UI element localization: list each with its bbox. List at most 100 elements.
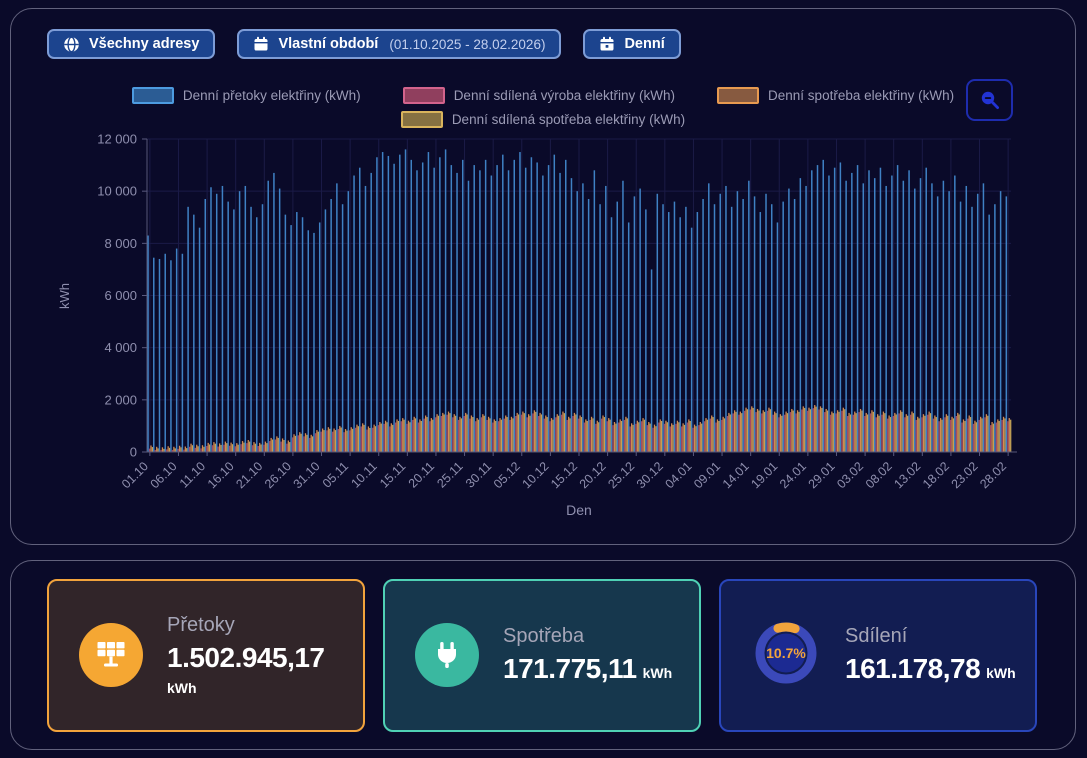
legend-item[interactable]: Denní sdílená výroba elektřiny (kWh)	[402, 87, 675, 104]
bar	[259, 442, 261, 452]
bar	[254, 443, 257, 452]
bar	[851, 172, 853, 452]
bar	[595, 423, 597, 452]
bar	[736, 191, 739, 453]
bar	[650, 269, 653, 452]
bar	[915, 419, 917, 452]
bar	[632, 424, 634, 452]
bar	[409, 422, 411, 452]
bar	[566, 419, 568, 452]
x-tick-label: 24.01	[777, 459, 809, 491]
bar	[329, 428, 331, 452]
bar	[725, 185, 727, 452]
bar	[639, 188, 641, 452]
bar	[278, 188, 281, 452]
bar	[887, 418, 889, 452]
bar	[711, 415, 713, 452]
bar	[663, 423, 666, 452]
bar	[174, 448, 176, 452]
bar	[487, 416, 490, 452]
bar	[519, 152, 521, 452]
bar	[309, 437, 311, 452]
bar	[829, 414, 832, 452]
zoom-out-button[interactable]	[966, 79, 1013, 121]
legend-item[interactable]: Denní sdílená spotřeba elektřiny (kWh)	[400, 111, 685, 128]
bar	[623, 419, 626, 452]
bar	[608, 418, 610, 452]
bar	[220, 444, 222, 452]
bar	[610, 217, 613, 452]
legend-item[interactable]: Denní přetoky elektřiny (kWh)	[131, 87, 361, 104]
bar	[814, 405, 816, 452]
y-tick-label: 8 000	[104, 236, 137, 251]
addresses-button-label: Všechny adresy	[89, 36, 200, 52]
bar	[733, 410, 736, 452]
bar	[229, 445, 231, 452]
bar	[158, 258, 161, 452]
bar	[294, 435, 297, 452]
bar	[936, 196, 939, 452]
bar	[698, 425, 700, 452]
bar	[755, 412, 757, 452]
bar	[573, 412, 576, 453]
bar	[638, 422, 640, 452]
bar	[449, 413, 451, 452]
bar	[459, 416, 461, 452]
bar	[765, 193, 767, 452]
bar	[705, 418, 707, 452]
bar	[661, 420, 663, 452]
bar	[626, 418, 628, 452]
bar	[505, 415, 507, 452]
bar	[393, 163, 395, 452]
bar	[899, 410, 902, 452]
bar	[739, 411, 741, 452]
bar	[751, 406, 753, 452]
granularity-button[interactable]: Denní	[583, 29, 681, 59]
bar	[701, 423, 703, 452]
bar	[307, 230, 310, 452]
bar	[702, 198, 704, 452]
bar	[802, 406, 804, 452]
bar	[835, 413, 837, 452]
bar	[515, 416, 517, 452]
legend-item[interactable]: Denní spotřeba elektřiny (kWh)	[717, 87, 954, 104]
bar	[583, 422, 586, 452]
bar	[598, 422, 600, 452]
bar	[500, 419, 503, 452]
bar	[572, 416, 574, 452]
bar	[233, 209, 235, 452]
addresses-button[interactable]: Všechny adresy	[47, 29, 216, 59]
bar	[568, 416, 570, 452]
bar	[442, 412, 444, 453]
x-tick-label: 03.02	[834, 459, 866, 491]
period-button[interactable]: Vlastní období (01.10.2025 - 28.02.2026)	[237, 29, 562, 59]
bar	[430, 418, 433, 452]
bar	[642, 418, 644, 452]
bar	[463, 416, 465, 452]
bar	[323, 430, 325, 452]
bar	[586, 420, 588, 452]
bar	[761, 413, 763, 452]
bar	[148, 448, 151, 452]
bar	[596, 420, 598, 452]
bar	[543, 418, 546, 452]
bar	[559, 172, 561, 452]
bar	[911, 411, 913, 452]
sharing-donut-gauge: 10.7%	[751, 618, 821, 693]
bar	[502, 154, 504, 452]
bar	[990, 425, 992, 452]
bar	[156, 446, 158, 452]
bar	[175, 248, 178, 452]
y-tick-label: 6 000	[104, 288, 137, 303]
bar	[178, 445, 181, 452]
bar	[958, 414, 960, 452]
bar	[529, 415, 531, 452]
bar	[286, 443, 288, 452]
bar	[961, 422, 963, 452]
bar	[592, 418, 594, 452]
bar	[719, 193, 721, 452]
legend-label: Denní přetoky elektřiny (kWh)	[182, 88, 361, 103]
bar	[186, 448, 188, 452]
bar	[420, 420, 422, 452]
bar	[392, 424, 394, 452]
